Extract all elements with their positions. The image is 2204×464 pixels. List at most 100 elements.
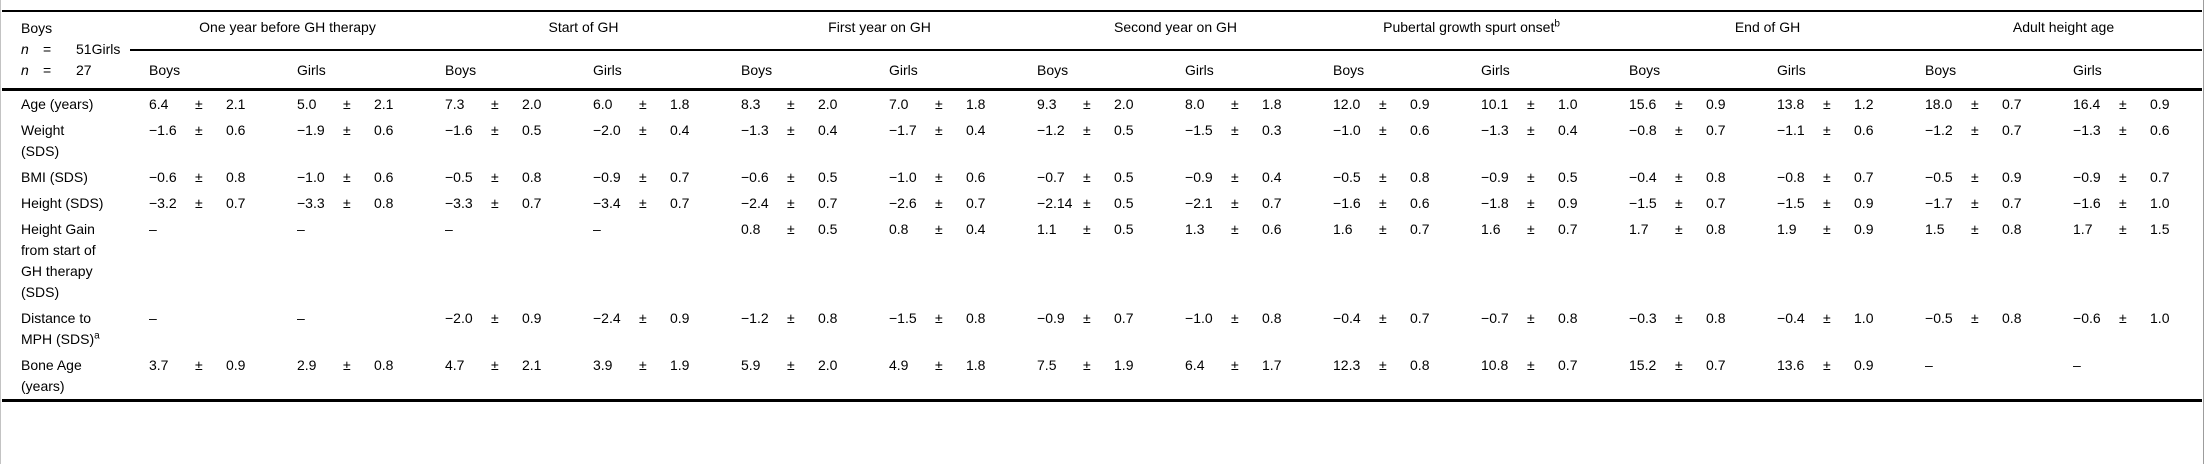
mean-value: 8.3 <box>741 96 761 112</box>
mean-value: 1.6 <box>1333 221 1353 237</box>
plus-minus-sign: ± <box>2119 195 2127 211</box>
value-cell: −0.9 ±0.4 <box>1166 164 1314 190</box>
stub-boys-label: Boys <box>21 20 53 36</box>
plus-minus-sign: ± <box>639 96 647 112</box>
mean-value: −3.3 <box>445 195 473 211</box>
value-cell: 4.7 ±2.1 <box>426 352 574 402</box>
stub-header-cell: Boys n = 51Girls n = 27 <box>2 11 130 91</box>
plus-minus-sign: ± <box>343 357 351 373</box>
mean-value: −0.6 <box>149 169 177 185</box>
plus-minus-sign: ± <box>935 169 943 185</box>
sd-value: 1.5 <box>2150 221 2170 237</box>
sd-value: 0.8 <box>1262 310 1282 326</box>
value-cell: −2.0 ±0.4 <box>574 117 722 164</box>
sd-value: 0.4 <box>670 122 690 138</box>
mean-value: 7.0 <box>889 96 909 112</box>
sd-value: 0.9 <box>1558 195 1578 211</box>
n-girls-value: 27 <box>76 62 92 78</box>
stub-line-2: n = 51Girls <box>21 39 124 60</box>
value-cell: −1.1 ±0.6 <box>1758 117 1906 164</box>
sd-value: 0.4 <box>966 221 986 237</box>
value-cell: 10.8 ±0.7 <box>1462 352 1611 402</box>
sd-value: 0.8 <box>2002 221 2022 237</box>
plus-minus-sign: ± <box>1379 221 1387 237</box>
sd-value: 0.6 <box>2150 122 2170 138</box>
plus-minus-sign: ± <box>1823 169 1831 185</box>
plus-minus-sign: ± <box>1823 96 1831 112</box>
value-cell: 1.7 ±1.5 <box>2054 216 2202 305</box>
mean-value: 10.8 <box>1481 357 1509 373</box>
sd-value: 0.9 <box>2150 96 2170 112</box>
column-group-3: First year on GH <box>722 11 1019 51</box>
mean-value: −2.4 <box>741 195 769 211</box>
sd-value: 1.8 <box>1262 96 1282 112</box>
sd-value: 0.8 <box>1410 169 1430 185</box>
superscript-marker: b <box>1554 18 1560 30</box>
plus-minus-sign: ± <box>1675 96 1683 112</box>
mean-value: −1.6 <box>1333 195 1361 211</box>
plus-minus-sign: ± <box>2119 221 2127 237</box>
value-cell: 1.1 ±0.5 <box>1018 216 1166 305</box>
mean-value: −1.2 <box>1037 122 1065 138</box>
value-cell: −0.6 ±1.0 <box>2054 305 2202 352</box>
sd-value: 0.9 <box>670 310 690 326</box>
mean-value: −0.9 <box>1481 169 1509 185</box>
plus-minus-sign: ± <box>195 169 203 185</box>
plus-minus-sign: ± <box>343 169 351 185</box>
missing-value-dash: – <box>297 221 305 237</box>
plus-minus-sign: ± <box>1971 195 1979 211</box>
table-row: BMI (SDS) −0.6 ±0.8 −1.0 ±0.6 −0.5 ±0.8 −0.9 ±0.… <box>2 164 2202 190</box>
value-cell: −3.3 ±0.8 <box>278 190 426 216</box>
value-cell: 18.0 ±0.7 <box>1906 90 2054 118</box>
plus-minus-sign: ± <box>787 96 795 112</box>
column-group-5: Pubertal growth spurt onsetb <box>1314 11 1611 51</box>
table-row: Height Gain from start of GH therapy (SD… <box>2 216 2202 305</box>
sd-value: 0.7 <box>1706 195 1726 211</box>
subheader-girls-6: Girls <box>1758 50 1907 91</box>
mean-value: −3.4 <box>593 195 621 211</box>
sd-value: 0.7 <box>1558 221 1578 237</box>
sd-value: 2.1 <box>226 96 246 112</box>
value-cell: 13.8 ±1.2 <box>1758 90 1906 118</box>
equals-sign: = <box>43 41 52 57</box>
sd-value: 0.5 <box>1114 221 1134 237</box>
mean-value: −0.8 <box>1629 122 1657 138</box>
value-cell: −2.4 ±0.9 <box>574 305 722 352</box>
plus-minus-sign: ± <box>491 169 499 185</box>
value-cell: −1.3 ±0.4 <box>1462 117 1610 164</box>
value-cell: −1.6 ±0.6 <box>130 117 278 164</box>
mean-value: −1.5 <box>1185 122 1213 138</box>
missing-value-dash: – <box>445 221 453 237</box>
plus-minus-sign: ± <box>787 221 795 237</box>
sd-value: 0.8 <box>2002 310 2022 326</box>
sd-value: 1.0 <box>2150 195 2170 211</box>
sd-value: 2.0 <box>818 96 838 112</box>
plus-minus-sign: ± <box>1823 195 1831 211</box>
sd-value: 0.7 <box>1410 221 1430 237</box>
plus-minus-sign: ± <box>2119 122 2127 138</box>
subheader-boys-6: Boys <box>1610 50 1759 91</box>
sd-value: 0.7 <box>2002 195 2022 211</box>
mean-value: 1.5 <box>1925 221 1945 237</box>
mean-value: 12.3 <box>1333 357 1361 373</box>
mean-value: −0.5 <box>445 169 473 185</box>
column-group-2: Start of GH <box>426 11 722 51</box>
plus-minus-sign: ± <box>787 122 795 138</box>
value-cell: – <box>426 216 574 305</box>
mean-value: −1.5 <box>1629 195 1657 211</box>
sd-value: 0.7 <box>966 195 986 211</box>
sd-value: 0.7 <box>1706 357 1726 373</box>
plus-minus-sign: ± <box>1231 169 1239 185</box>
mean-value: 1.3 <box>1185 221 1205 237</box>
mean-value: −0.4 <box>1629 169 1657 185</box>
mean-value: 7.3 <box>445 96 465 112</box>
row-label: BMI (SDS) <box>21 167 105 188</box>
row-label-text: Age (years) <box>21 96 94 112</box>
table-row: Height (SDS) −3.2 ±0.7 −3.3 ±0.8 −3.3 ±0.7 −3.4… <box>2 190 2202 216</box>
row-label-cell: Bone Age (years) <box>2 352 130 402</box>
mean-value: −1.6 <box>445 122 473 138</box>
plus-minus-sign: ± <box>1675 221 1683 237</box>
sd-value: 0.6 <box>374 169 394 185</box>
mean-value: 13.6 <box>1777 357 1805 373</box>
column-group-1: One year before GH therapy <box>130 11 426 51</box>
